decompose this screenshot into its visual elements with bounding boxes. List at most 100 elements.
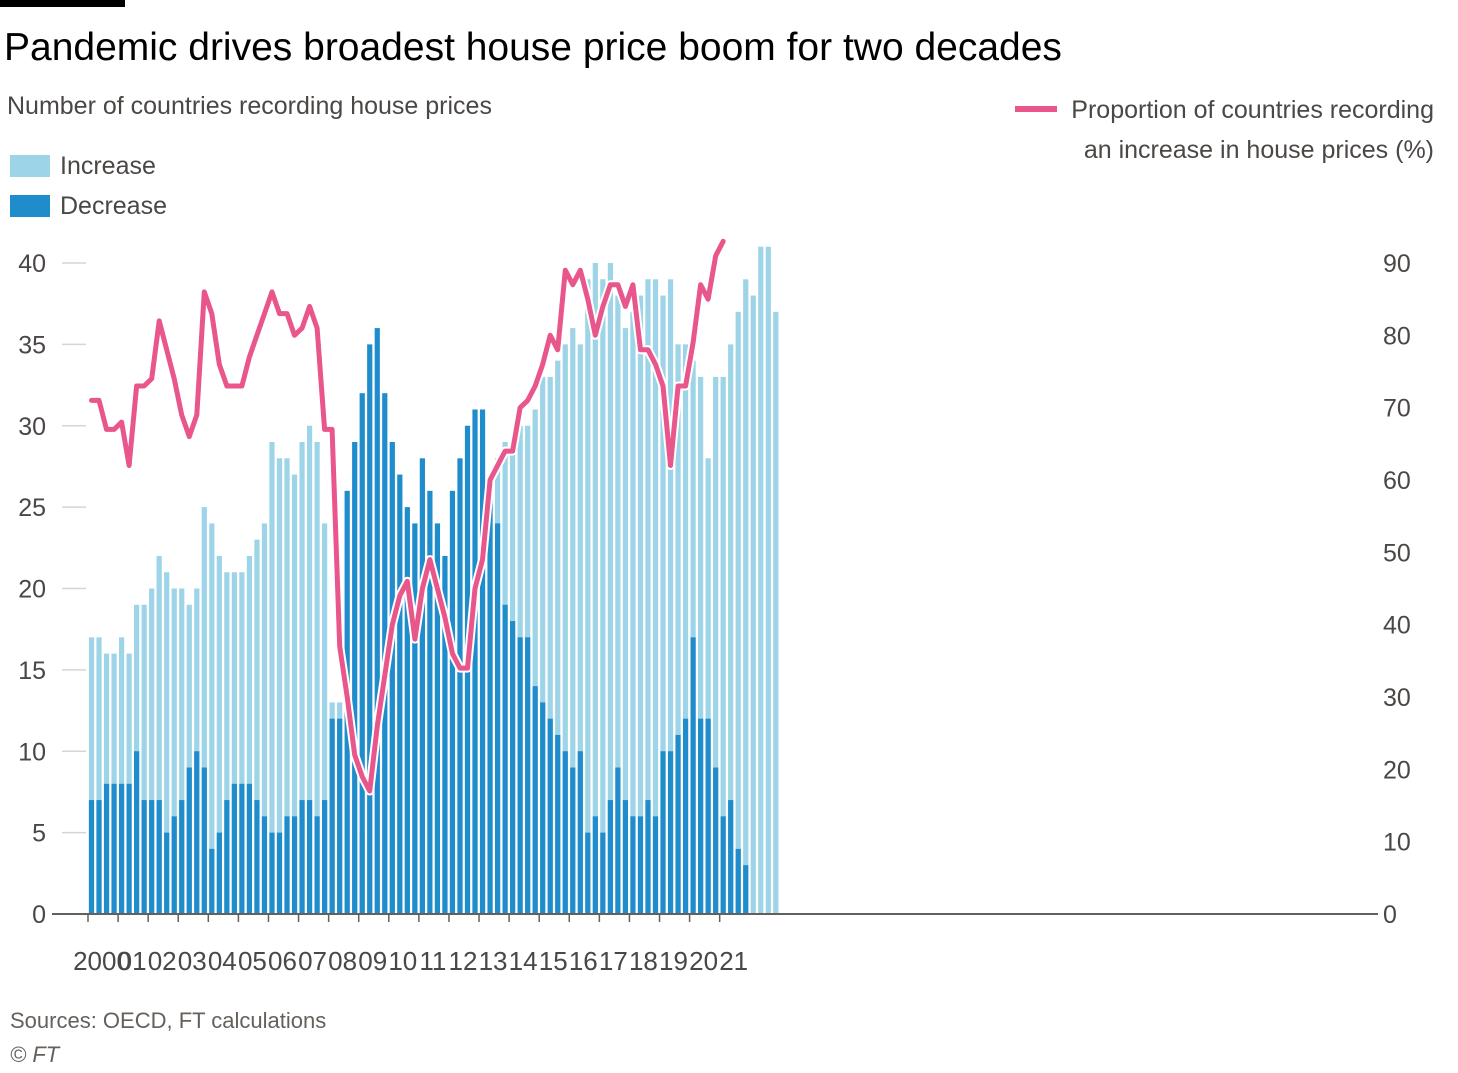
bar-increase (291, 474, 298, 914)
bar-decrease (141, 800, 147, 914)
x-tick-label: 19 (659, 946, 688, 976)
bar-decrease (186, 767, 192, 914)
x-tick-label: 03 (178, 946, 207, 976)
bar-increase (88, 637, 95, 914)
bar-decrease (660, 751, 666, 914)
left-tick-label: 20 (18, 576, 46, 604)
x-tick-label: 02 (148, 946, 177, 976)
bar-decrease (487, 490, 493, 914)
bar-decrease (479, 409, 486, 914)
bar-decrease (201, 767, 207, 914)
x-tick-label: 15 (539, 946, 568, 976)
bar-increase (224, 572, 230, 914)
bar-decrease (254, 800, 260, 914)
bar-increase (773, 311, 779, 914)
left-tick-label: 10 (18, 738, 46, 766)
x-tick-label: 10 (388, 946, 417, 976)
right-tick-label: 10 (1383, 829, 1411, 857)
bar-decrease (525, 637, 531, 914)
bar-decrease (532, 686, 538, 914)
bar-increase (577, 344, 583, 914)
bar-increase (547, 376, 553, 914)
bar-decrease (735, 848, 741, 914)
bar-increase (667, 279, 674, 914)
bar-increase (261, 523, 268, 914)
bar-decrease (134, 751, 140, 914)
bar-increase (735, 311, 741, 914)
bar-decrease (291, 816, 298, 914)
right-tick-label: 80 (1383, 322, 1411, 350)
bar-decrease (427, 490, 433, 914)
bar-decrease (600, 832, 606, 914)
proportion-line (89, 238, 726, 794)
bar-increase (630, 311, 636, 914)
bar-decrease (419, 458, 425, 914)
bar-increase (118, 637, 125, 914)
bar-decrease (713, 767, 719, 914)
left-tick-label: 40 (18, 250, 46, 278)
bar-decrease (171, 816, 177, 914)
left-tick-label: 25 (18, 494, 46, 522)
legend-line-label-2: an increase in house prices (%) (1083, 136, 1434, 164)
bar-decrease (449, 490, 456, 914)
x-tick-label: 04 (208, 946, 237, 976)
x-tick-label: 01 (118, 946, 147, 976)
bar-decrease (690, 637, 696, 914)
bar-increase (314, 442, 320, 914)
bar-increase (682, 344, 689, 914)
bar-decrease (622, 800, 629, 914)
bar-decrease (246, 783, 253, 914)
bar-increase (698, 376, 704, 914)
bar-decrease (156, 800, 162, 914)
bar-decrease (299, 800, 305, 914)
bar-increase (690, 360, 696, 914)
bar-decrease (412, 523, 418, 914)
right-tick-label: 0 (1383, 901, 1397, 929)
x-tick-label: 18 (629, 946, 658, 976)
bar-decrease (457, 458, 463, 914)
bar-increase (284, 458, 290, 914)
bar-decrease (88, 800, 95, 914)
bar-increase (615, 295, 621, 914)
bar-increase (299, 442, 305, 914)
right-tick-label: 60 (1383, 467, 1411, 495)
bar-decrease (306, 800, 313, 914)
bar-increase (164, 572, 170, 914)
x-tick-label: 2000 (73, 946, 131, 976)
bar-decrease (562, 751, 568, 914)
bar-decrease (359, 393, 365, 914)
bar-increase (179, 588, 185, 914)
bar-increase (141, 604, 147, 914)
right-tick-label: 20 (1383, 756, 1411, 784)
brand-bar (0, 0, 125, 7)
bar-decrease (194, 751, 200, 914)
bar-decrease (728, 800, 734, 914)
chart-subtitle: Number of countries recording house pric… (7, 92, 492, 120)
bar-decrease (231, 783, 237, 914)
bar-decrease (547, 718, 553, 914)
bar-decrease (352, 442, 358, 914)
bar-increase (720, 376, 726, 914)
bar-decrease (630, 816, 636, 914)
bar-decrease (743, 865, 749, 914)
bar-decrease (434, 523, 441, 914)
right-tick-label: 50 (1383, 539, 1411, 567)
bar-decrease (322, 800, 328, 914)
left-tick-label: 30 (18, 413, 46, 441)
x-tick-label: 16 (569, 946, 598, 976)
bar-increase (171, 588, 177, 914)
bar-increase (728, 344, 734, 914)
right-tick-label: 40 (1383, 612, 1411, 640)
right-tick-label: 90 (1383, 250, 1411, 278)
bar-decrease (404, 507, 410, 914)
bar-decrease (698, 718, 704, 914)
bar-decrease (720, 816, 726, 914)
right-tick-label: 70 (1383, 395, 1411, 423)
bar-decrease (284, 816, 290, 914)
bar-decrease (637, 816, 644, 914)
bar-decrease (276, 832, 283, 914)
bar-increase (645, 279, 651, 914)
bar-increase (570, 328, 576, 915)
bar-decrease (103, 783, 110, 914)
x-tick-label: 06 (268, 946, 297, 976)
